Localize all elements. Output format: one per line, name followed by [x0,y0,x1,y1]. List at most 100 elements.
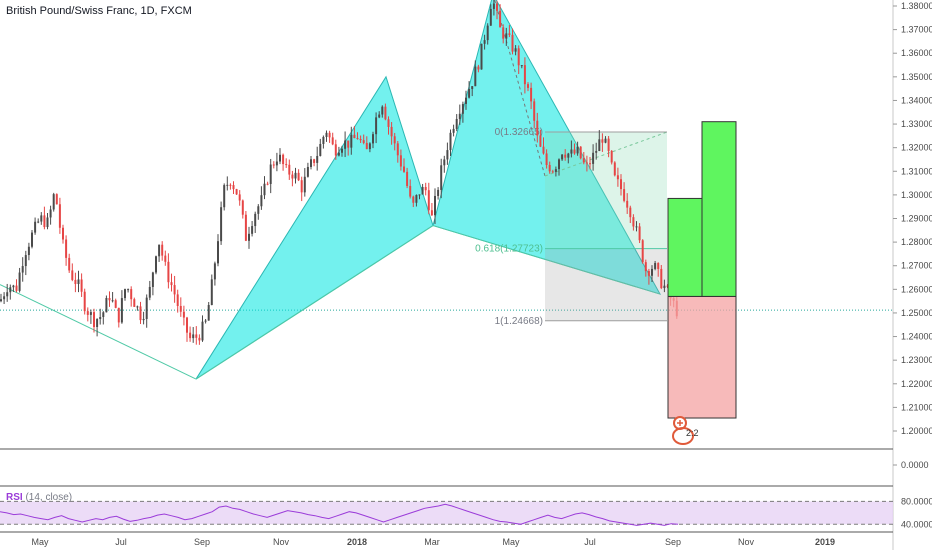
pattern-leg [0,284,197,380]
candle-body [582,158,585,163]
candle-body [319,143,322,156]
candle-body [145,297,148,319]
candle-body [130,289,133,300]
pattern-dashed [544,131,668,177]
candle-body [657,263,660,269]
y-tick-label: 1.38000 [901,1,932,11]
y-tick-label: 1.22000 [901,379,932,389]
candle-body [641,240,644,263]
candle-body [477,66,480,70]
candle-body [328,132,331,138]
y-tick-label: 1.20000 [901,426,932,436]
candle-body [322,136,325,144]
candle-body [151,272,154,287]
candle-body [598,139,601,152]
candle-body [616,175,619,180]
candle-body [508,33,511,35]
candle-body [427,190,430,211]
candle-body [660,268,663,289]
candle-body [124,289,126,299]
candle-body [207,304,210,321]
candle-body [120,298,123,323]
candle-body [440,165,443,190]
candle-body [418,194,421,196]
candle-body [468,89,471,98]
candle-body [480,43,483,70]
candle-body [368,143,371,150]
candle-body [99,316,102,320]
x-tick-label: May [502,537,520,547]
candle-body [173,285,176,295]
candle-body [393,136,396,144]
candle-body [471,86,474,90]
y-tick-label: 1.26000 [901,284,932,294]
candle-body [18,272,21,291]
candle-body [502,27,505,39]
candle-body [161,244,164,256]
candle-body [235,189,238,195]
candle-body [492,3,495,9]
candle-body [210,279,213,305]
candle-body [220,207,223,242]
candle-body [331,137,334,145]
candle-body [176,294,179,306]
candle-body [179,305,182,312]
candle-body [55,194,58,205]
fib-zone-lower [545,248,667,321]
candle-body [592,152,595,164]
candle-body [43,215,46,228]
candle-body [647,271,650,276]
rsi-panel: 80.0000 40.0000 [0,496,932,529]
candle-body [111,300,114,302]
fib-label-1: 1(1.24668) [495,316,543,327]
candle-body [142,318,145,321]
candle-body [607,138,610,151]
candle-body [198,337,201,341]
rsi-params: (14, close) [25,492,73,503]
x-tick-label: Nov [273,537,290,547]
pattern-dashed [494,0,546,177]
candle-body [155,256,157,273]
candle-body [520,65,523,67]
y-tick-label: 1.37000 [901,25,932,35]
candle-body [458,113,461,119]
candle-body [350,134,353,148]
candle-body [325,132,328,137]
candle-body [158,244,161,257]
candle-body [474,66,477,87]
candle-body [254,213,257,227]
candle-body [68,257,71,271]
candle-body [223,185,226,208]
y-tick-label: 1.29000 [901,214,932,224]
candle-body [421,186,424,195]
chart-title: British Pound/Swiss Franc, 1D, FXCM [6,5,192,17]
candle-body [514,48,517,52]
rsi-name: RSI [6,492,23,503]
candle-body [0,299,2,302]
candle-body [93,312,95,328]
candle-body [49,209,52,218]
candle-body [275,161,278,166]
candle-body [372,134,374,144]
fib-label-618: 0.618(1.27723) [475,244,543,255]
candle-body [266,183,269,185]
candle-body [359,138,362,141]
x-tick-label: Sep [665,537,681,547]
candle-body [412,196,415,203]
candle-body [344,140,347,149]
candle-body [238,194,241,201]
candle-body [226,184,229,186]
candle-body [263,183,266,196]
candle-body [192,334,195,339]
y-tick-label: 1.34000 [901,95,932,105]
candle-body [257,206,260,214]
candle-body [564,154,567,158]
candle-body [229,184,232,186]
pattern-leg [432,225,661,295]
rsi-band [0,501,893,525]
candle-body [483,40,486,44]
candle-body [629,207,632,218]
overlays: 2:2 [672,416,699,445]
candle-body [27,246,30,256]
